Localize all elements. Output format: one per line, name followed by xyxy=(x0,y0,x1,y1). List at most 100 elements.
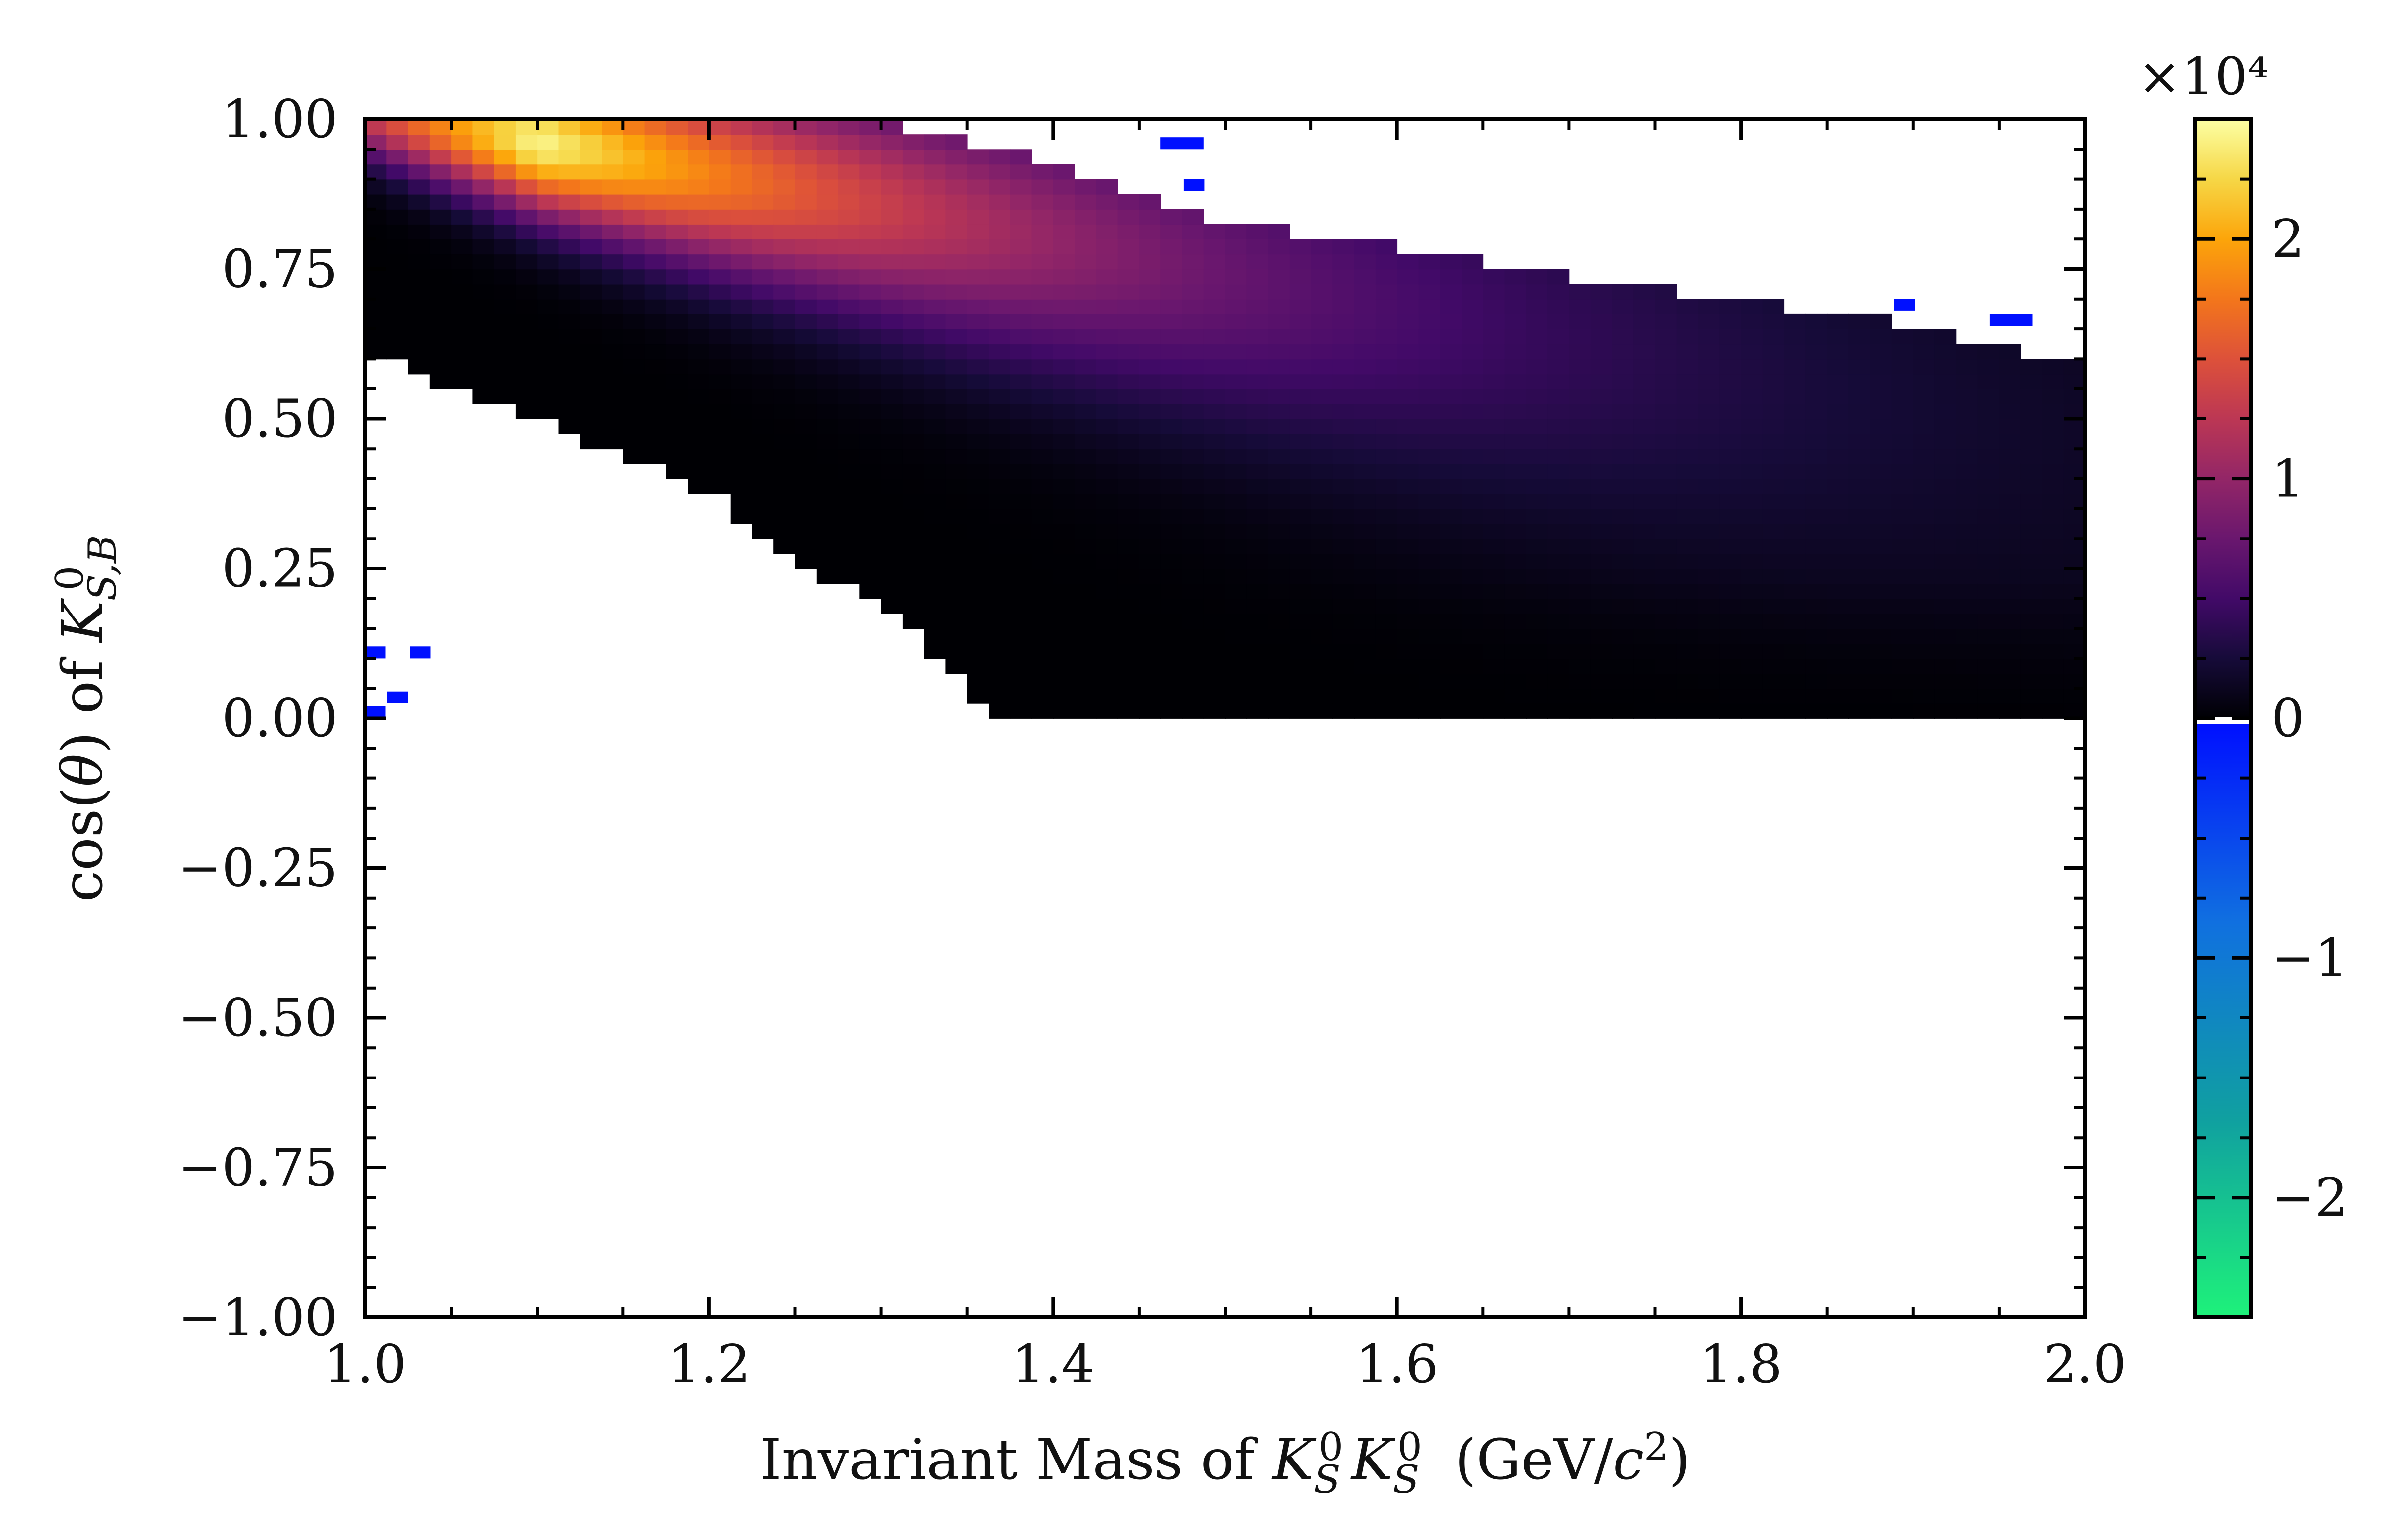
heatmap-cell xyxy=(1053,419,1075,434)
heatmap-cell xyxy=(1268,539,1290,554)
heatmap-cell xyxy=(1870,313,1892,329)
heatmap-cell xyxy=(1633,658,1656,674)
heatmap-cell xyxy=(1139,239,1161,255)
heatmap-cell xyxy=(989,478,1011,494)
heatmap-cell xyxy=(515,254,538,270)
heatmap-cell xyxy=(1075,209,1097,225)
heatmap-cell xyxy=(1117,403,1140,419)
heatmap-cell xyxy=(924,239,946,255)
heatmap-cell xyxy=(816,449,839,464)
heatmap-cell xyxy=(1203,269,1226,285)
heatmap-cell xyxy=(2020,658,2043,674)
heatmap-cell xyxy=(666,313,689,329)
heatmap-cell xyxy=(1440,524,1462,539)
heatmap-cell xyxy=(1547,434,1570,450)
heatmap-cell xyxy=(1203,388,1226,404)
heatmap-cell xyxy=(1332,463,1355,479)
heatmap-cell xyxy=(709,374,731,389)
heatmap-cell xyxy=(1547,583,1570,599)
heatmap-cell xyxy=(1225,614,1247,629)
heatmap-cell xyxy=(688,239,710,255)
heatmap-cell xyxy=(1762,658,1785,674)
heatmap-cell xyxy=(752,239,774,255)
heatmap-cell xyxy=(1311,299,1333,314)
heatmap-cell xyxy=(1160,284,1183,300)
heatmap-cell xyxy=(989,224,1011,239)
heatmap-cell xyxy=(1139,628,1161,644)
heatmap-cell xyxy=(1870,628,1892,644)
heatmap-cell xyxy=(1462,524,1484,539)
heatmap-cell xyxy=(924,598,946,614)
heatmap-cell xyxy=(451,299,473,314)
heatmap-cell xyxy=(386,329,409,345)
heatmap-cell xyxy=(1784,628,1806,644)
heatmap-cell xyxy=(1010,179,1032,195)
heatmap-cell xyxy=(881,134,903,150)
heatmap-cell xyxy=(709,254,731,270)
y-tick-label: 0.00 xyxy=(222,688,338,749)
heatmap-cell xyxy=(1784,703,1806,719)
heatmap-cell xyxy=(1719,374,1742,389)
heatmap-cell xyxy=(1182,284,1204,300)
heatmap-cell xyxy=(1075,254,1097,270)
heatmap-cell xyxy=(644,419,667,434)
heatmap-cell xyxy=(1655,524,1677,539)
heatmap-cell xyxy=(644,449,667,464)
heatmap-cell xyxy=(2020,403,2043,419)
heatmap-cell xyxy=(1010,149,1032,165)
heatmap-cell xyxy=(1182,583,1204,599)
heatmap-cell xyxy=(1569,463,1591,479)
heatmap-cell xyxy=(1139,478,1161,494)
heatmap-cell xyxy=(472,388,495,404)
heatmap-cell xyxy=(1311,614,1333,629)
heatmap-cell xyxy=(1289,673,1311,689)
heatmap-cell xyxy=(1246,388,1269,404)
heatmap-cell xyxy=(1977,374,2000,389)
heatmap-cell xyxy=(580,419,602,434)
heatmap-cell xyxy=(515,388,538,404)
heatmap-cell xyxy=(1096,254,1118,270)
heatmap-cell xyxy=(1462,614,1484,629)
heatmap-cell xyxy=(1031,673,1054,689)
heatmap-cell xyxy=(1354,463,1376,479)
heatmap-cell xyxy=(1569,388,1591,404)
heatmap-cell xyxy=(1096,344,1118,360)
heatmap-cell xyxy=(1698,478,1720,494)
heatmap-cell xyxy=(1741,419,1763,434)
heatmap-cell xyxy=(623,119,645,135)
heatmap-cell xyxy=(1676,463,1698,479)
heatmap-cell xyxy=(1999,463,2021,479)
heatmap-cell xyxy=(752,224,774,239)
heatmap-cell xyxy=(1999,673,2021,689)
heatmap-cell xyxy=(989,359,1011,375)
heatmap-cell xyxy=(1784,539,1806,554)
heatmap-cell xyxy=(859,434,882,450)
heatmap-cell xyxy=(1246,673,1269,689)
heatmap-cell xyxy=(1203,224,1226,239)
heatmap-cell xyxy=(1268,403,1290,419)
heatmap-cell xyxy=(1526,284,1548,300)
heatmap-cell xyxy=(945,463,968,479)
heatmap-cell xyxy=(1547,508,1570,524)
heatmap-cell xyxy=(558,374,581,389)
heatmap-cell xyxy=(1827,614,1849,629)
heatmap-cell xyxy=(1913,478,1935,494)
heatmap-cell xyxy=(1827,524,1849,539)
heatmap-cell xyxy=(1827,329,1849,345)
heatmap-cell xyxy=(1934,524,1957,539)
heatmap-cell xyxy=(1612,313,1634,329)
heatmap-cell xyxy=(773,194,796,210)
heatmap-cell xyxy=(1848,313,1871,329)
heatmap-cell xyxy=(1203,493,1226,509)
heatmap-cell xyxy=(1891,493,1914,509)
heatmap-cell xyxy=(472,119,495,135)
heatmap-cell xyxy=(1289,658,1311,674)
heatmap-cell xyxy=(1268,703,1290,719)
heatmap-cell xyxy=(365,134,387,150)
heatmap-cell xyxy=(1848,553,1871,569)
heatmap-cell xyxy=(1526,419,1548,434)
heatmap-cell xyxy=(1397,254,1419,270)
heatmap-cell xyxy=(1590,688,1613,704)
heatmap-cell xyxy=(1462,703,1484,719)
heatmap-cell xyxy=(1504,628,1527,644)
